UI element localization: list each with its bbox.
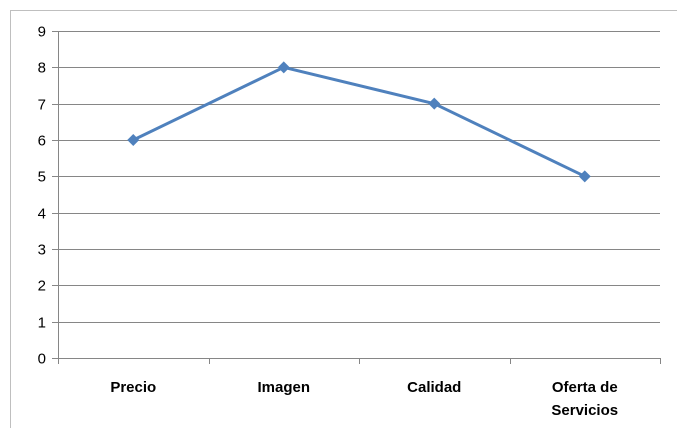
data-point-marker <box>277 61 290 74</box>
x-tick-label: Servicios <box>551 402 618 419</box>
y-tick-label: 9 <box>38 24 46 41</box>
x-tick-label: Precio <box>110 379 156 396</box>
y-tick-label: 5 <box>38 169 46 186</box>
y-axis-ticks: 0 1 2 3 4 5 6 7 8 9 <box>38 24 46 368</box>
axes <box>52 31 661 364</box>
y-tick-label: 6 <box>38 133 46 150</box>
gridlines <box>58 31 660 323</box>
series <box>127 61 591 183</box>
y-tick-label: 2 <box>38 278 46 295</box>
y-tick-label: 1 <box>38 315 46 332</box>
x-tick-label: Calidad <box>407 379 461 396</box>
series-line <box>132 65 586 178</box>
y-tick-label: 3 <box>38 242 46 259</box>
y-tick-label: 4 <box>38 206 46 223</box>
data-point-marker <box>578 170 591 183</box>
data-point-marker <box>127 134 140 146</box>
x-tick-label: Oferta de <box>552 379 618 396</box>
y-tick-label: 8 <box>38 60 46 77</box>
x-tick-label: Imagen <box>257 379 310 396</box>
y-tick-label: 7 <box>38 97 46 114</box>
data-point-marker <box>428 97 441 110</box>
x-axis-labels: Precio Imagen Calidad Oferta de Servicios <box>110 379 618 419</box>
y-tick-label: 0 <box>38 351 46 368</box>
